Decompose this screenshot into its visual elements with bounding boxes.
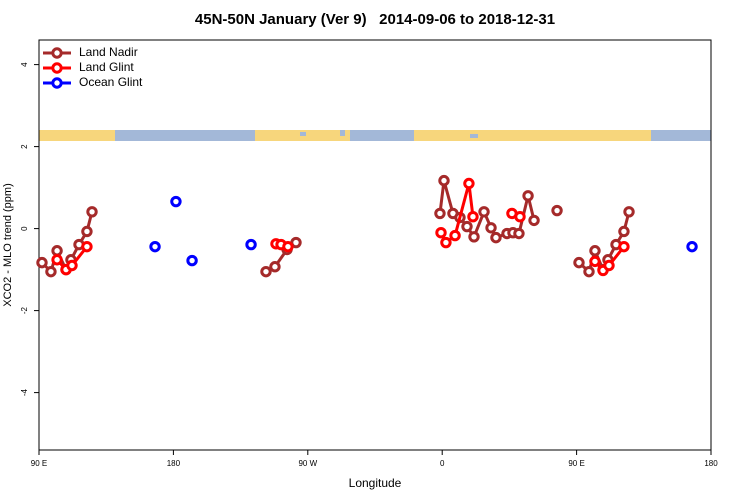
y-tick-label: -2 bbox=[20, 306, 29, 314]
data-point bbox=[589, 255, 601, 268]
data-point bbox=[66, 259, 78, 272]
data-point bbox=[434, 207, 446, 220]
data-point bbox=[245, 238, 257, 251]
data-point bbox=[449, 229, 461, 242]
data-point bbox=[440, 236, 452, 249]
chart-title: 45N-50N January (Ver 9) 2014-09-06 to 20… bbox=[195, 11, 555, 28]
data-point bbox=[618, 225, 630, 238]
legend-marker bbox=[51, 77, 63, 89]
x-tick-label: 180 bbox=[167, 459, 181, 468]
legend-marker bbox=[51, 47, 63, 59]
x-tick-label: 180 bbox=[704, 459, 718, 468]
data-point bbox=[36, 256, 48, 269]
y-axis-label: XCO2 - MLO trend (ppm) bbox=[2, 183, 14, 306]
data-point bbox=[186, 254, 198, 267]
data-point bbox=[51, 245, 63, 257]
x-tick-label: 90 E bbox=[568, 459, 584, 468]
data-point bbox=[485, 222, 497, 234]
data-point bbox=[551, 204, 563, 217]
legend-label: Land Glint bbox=[79, 60, 134, 74]
y-tick-label: -4 bbox=[20, 388, 29, 396]
data-point bbox=[583, 265, 595, 278]
data-point bbox=[81, 225, 93, 238]
x-tick-label: 0 bbox=[440, 459, 445, 468]
data-point bbox=[589, 245, 601, 257]
data-point bbox=[45, 265, 57, 278]
data-point bbox=[461, 220, 473, 233]
y-tick-label: 4 bbox=[20, 62, 29, 67]
data-point bbox=[149, 240, 161, 253]
data-point bbox=[514, 211, 526, 223]
data-point bbox=[490, 231, 502, 244]
plot-frame bbox=[38, 39, 712, 451]
legend-marker bbox=[51, 62, 63, 74]
y-tick-label: 2 bbox=[20, 144, 29, 149]
x-tick-label: 90 W bbox=[298, 459, 317, 468]
data-point bbox=[618, 240, 630, 253]
x-axis-label: Longitude bbox=[349, 476, 402, 490]
data-point bbox=[603, 259, 615, 272]
data-point bbox=[170, 195, 182, 208]
data-point bbox=[269, 261, 281, 273]
data-point bbox=[51, 254, 63, 266]
data-point bbox=[467, 211, 479, 223]
data-point bbox=[513, 227, 525, 240]
data-point bbox=[573, 256, 585, 269]
data-point bbox=[623, 206, 635, 218]
map-strip bbox=[39, 130, 711, 141]
data-point bbox=[522, 190, 534, 202]
x-tick-label: 90 E bbox=[31, 459, 47, 468]
data-point bbox=[468, 231, 480, 243]
series-line bbox=[40, 180, 631, 275]
legend-label: Land Nadir bbox=[79, 45, 138, 59]
data-point bbox=[478, 206, 490, 218]
data-point bbox=[463, 177, 475, 190]
y-tick-label: 0 bbox=[20, 226, 29, 231]
series-line bbox=[55, 183, 626, 273]
data-point bbox=[686, 240, 698, 253]
data-point bbox=[435, 227, 447, 239]
data-point bbox=[528, 214, 540, 227]
data-point bbox=[86, 206, 98, 218]
data-point bbox=[260, 265, 272, 278]
data-point bbox=[438, 174, 450, 187]
legend-label: Ocean Glint bbox=[79, 75, 143, 89]
data-point bbox=[282, 240, 294, 253]
data-point bbox=[81, 240, 93, 253]
